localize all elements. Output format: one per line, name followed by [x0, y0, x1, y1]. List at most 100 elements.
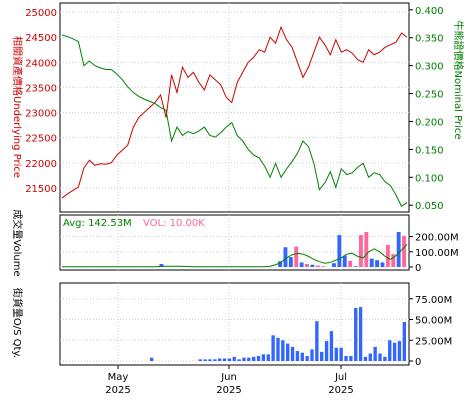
outstanding-bar	[247, 357, 251, 361]
volume-bar	[315, 265, 320, 267]
right-tick-label: 0.300	[415, 62, 444, 73]
outstanding-bar	[344, 356, 348, 361]
right-tick-label: 0.400	[415, 6, 444, 17]
outstanding-bar	[358, 307, 363, 361]
volume-bar	[305, 263, 309, 267]
outstanding-bar	[252, 356, 256, 361]
outstanding-bar	[324, 341, 329, 361]
chart-marks: May 2025 Jun 2025 Jul 2025 25000 24500 24000 2350…	[25, 6, 458, 396]
outstanding-bar	[295, 351, 300, 361]
outstanding-bar	[286, 343, 290, 361]
right-tick-label: 0.200	[415, 117, 444, 128]
outstanding-tick-label: 50.00M	[415, 316, 452, 327]
volume-tick-label: 0	[415, 263, 421, 274]
outstanding-tick-label: 25.00M	[415, 336, 452, 347]
right-tick-label: 0.350	[415, 34, 444, 45]
outstanding-bar	[329, 331, 334, 361]
volume-bar	[396, 232, 401, 267]
volume-bar	[299, 262, 304, 267]
price-panel-frame	[59, 2, 410, 213]
right-tick-label: 0.100	[415, 173, 444, 184]
outstanding-axis-label: 街貨量O/S Qty.	[11, 288, 24, 358]
x-tick-year-label: 2025	[216, 385, 241, 396]
x-tick-month-label: Jun	[220, 372, 237, 383]
outstanding-panel-frame	[59, 282, 410, 366]
volume-bar	[342, 255, 347, 267]
outstanding-bar	[354, 307, 358, 361]
x-tick-month-label: Jul	[334, 372, 347, 383]
outstanding-bar	[232, 356, 236, 361]
volume-bar	[288, 257, 293, 267]
outstanding-bar	[363, 356, 368, 361]
volume-bar	[391, 254, 396, 267]
left-tick-label: 23500	[25, 83, 57, 94]
left-tick-label: 22000	[25, 159, 57, 170]
volume-panel-frame	[59, 214, 410, 271]
underlying-series-line	[61, 25, 408, 199]
volume-bar	[294, 246, 299, 267]
left-tick-label: 23000	[25, 109, 57, 120]
outstanding-bar	[256, 356, 261, 361]
outstanding-bar	[349, 356, 353, 361]
left-tick-label: 25000	[25, 8, 57, 19]
volume-bar	[358, 235, 363, 267]
outstanding-bar	[392, 342, 397, 361]
nominal-series-line	[61, 34, 408, 208]
volume-bar	[337, 235, 342, 267]
volume-tick-label: 100.00M	[415, 248, 459, 259]
outstanding-bar	[315, 321, 319, 361]
outstanding-bar	[222, 358, 227, 361]
volume-bar	[278, 261, 283, 267]
outstanding-bar	[203, 359, 207, 361]
left-tick-label: 24500	[25, 33, 57, 44]
volume-bar	[159, 263, 164, 267]
outstanding-bar	[378, 353, 382, 361]
vol-legend: VOL: 10.00K	[143, 218, 205, 229]
outstanding-bar	[198, 359, 202, 361]
outstanding-bar	[402, 322, 406, 361]
volume-avg-line	[62, 243, 408, 268]
outstanding-bar	[339, 347, 343, 361]
outstanding-bar	[334, 347, 338, 361]
volume-bar	[402, 235, 406, 267]
outstanding-bar	[281, 340, 285, 361]
volume-bar	[364, 232, 369, 267]
outstanding-bar	[149, 357, 154, 361]
volume-bar	[380, 262, 385, 267]
outstanding-bar	[271, 335, 275, 361]
left-tick-label: 24000	[25, 58, 57, 69]
x-tick-year-label: 2025	[105, 385, 130, 396]
volume-bar	[348, 260, 353, 267]
x-tick-month-label: May	[108, 372, 129, 383]
volume-axis-label: 成交量Volume	[11, 209, 24, 276]
volume-bar	[375, 260, 380, 267]
underlying-axis-label: 相關資產價格Underlying Price	[11, 36, 24, 178]
volume-bar	[369, 258, 374, 267]
outstanding-bar	[261, 354, 266, 361]
outstanding-bar	[237, 359, 241, 361]
nominal-axis-label: 牛熊證價格Nominal Price	[452, 21, 465, 140]
outstanding-bar	[290, 346, 295, 361]
outstanding-bar	[305, 356, 309, 361]
volume-bar	[332, 263, 336, 267]
volume-bar	[321, 266, 326, 267]
outstanding-bar	[242, 357, 246, 361]
outstanding-bar	[373, 346, 377, 361]
volume-bar	[310, 264, 315, 267]
outstanding-bar	[320, 351, 324, 361]
x-tick-year-label: 2025	[328, 385, 353, 396]
outstanding-bar	[276, 337, 280, 361]
right-tick-label: 0.150	[415, 145, 444, 156]
outstanding-bar	[217, 358, 222, 361]
outstanding-bar	[213, 359, 217, 361]
volume-bar	[353, 266, 358, 267]
right-tick-label: 0.250	[415, 90, 444, 101]
volume-bar	[283, 247, 288, 267]
volume-bar	[385, 244, 390, 267]
outstanding-bar	[397, 341, 402, 361]
left-tick-label: 22500	[25, 134, 57, 145]
outstanding-bar	[300, 352, 304, 361]
volume-tick-label: 200.00M	[415, 233, 459, 244]
